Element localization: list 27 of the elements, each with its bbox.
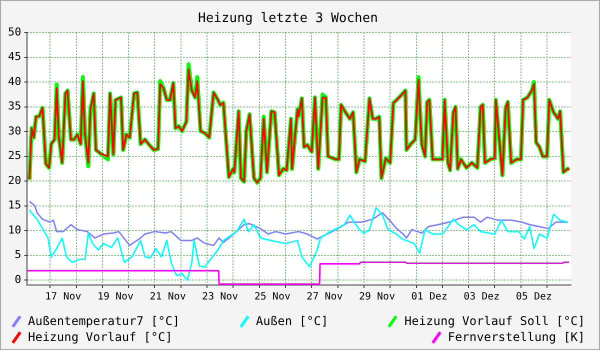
y-tick-label: 45	[8, 50, 22, 64]
legend-label: Fernverstellung [K]	[448, 330, 585, 345]
x-tick-label: 19 Nov	[97, 292, 134, 303]
x-tick-label: 17 Nov	[45, 292, 82, 303]
legend-label: Heizung Vorlauf [°C]	[28, 330, 172, 345]
y-tick-label: 15	[8, 198, 22, 212]
legend-label: Außen [°C]	[256, 314, 328, 329]
legend-label: Heizung Vorlauf Soll [°C]	[404, 314, 585, 329]
chart-title: Heizung letzte 3 Wochen	[198, 11, 378, 26]
x-tick-label: 01 Dez	[411, 292, 448, 303]
y-tick-label: 30	[8, 124, 22, 138]
y-tick-label: 5	[14, 248, 22, 262]
y-tick-label: 40	[8, 74, 22, 88]
y-tick-label: 0	[14, 272, 22, 286]
x-tick-label: 21 Nov	[150, 292, 186, 303]
y-tick-label: 50	[8, 25, 22, 38]
x-tick-label: 03 Dez	[464, 292, 500, 303]
y-tick-label: 10	[8, 223, 22, 236]
x-tick-label: 29 Nov	[358, 292, 396, 303]
y-tick-label: 25	[8, 149, 22, 162]
x-tick-label: 05 Dez	[516, 292, 552, 303]
x-tick-label: 27 Nov	[306, 292, 343, 303]
legend-label: Außentemperatur7 [°C]	[28, 314, 180, 329]
x-tick-label: 25 Nov	[254, 292, 290, 303]
y-tick-label: 20	[8, 174, 22, 187]
x-tick-label: 23 Nov	[202, 292, 238, 303]
y-tick-label: 35	[8, 100, 22, 113]
